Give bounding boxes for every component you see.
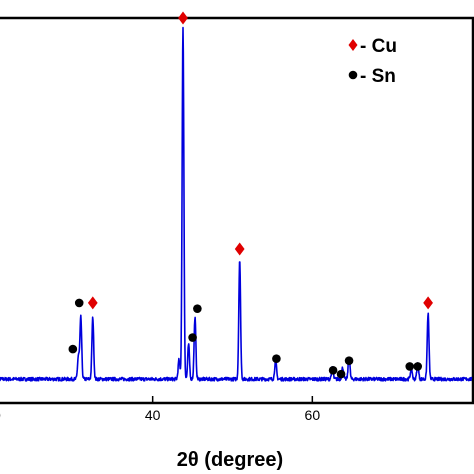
sn-peak-marker — [74, 298, 84, 308]
cu-peak-marker — [423, 296, 433, 310]
x-axis-title: 2θ (degree) — [177, 449, 283, 471]
sn-peak-marker — [272, 354, 281, 364]
x-tick-label: 60 — [305, 407, 321, 423]
sn-peak-marker — [188, 333, 197, 342]
legend-cu-symbol — [348, 39, 358, 51]
cu-peak-marker — [234, 242, 245, 256]
x-tick-label: 40 — [145, 407, 161, 423]
x-tick-label: 20 — [0, 407, 1, 423]
legend-label: - Cu — [360, 36, 397, 57]
sn-peak-marker — [405, 362, 415, 371]
cu-peak-marker — [87, 296, 98, 310]
series-line — [0, 26, 473, 382]
sn-peak-marker — [193, 304, 202, 313]
cu-peak-marker — [178, 11, 188, 25]
plot-frame — [0, 16, 474, 405]
sn-peak-marker — [413, 362, 423, 371]
x-axis-ticks: 20 40 60 — [0, 396, 320, 423]
legend: - Cu - Sn — [348, 36, 397, 87]
sn-peak-marker — [336, 369, 346, 379]
peak-markers — [68, 11, 433, 379]
sn-peak-marker — [344, 356, 354, 365]
legend-sn-symbol — [348, 70, 358, 80]
series-layer — [0, 26, 473, 382]
legend-label: - Sn — [360, 66, 396, 87]
sn-peak-marker — [68, 344, 78, 354]
sn-peak-marker — [328, 365, 338, 375]
